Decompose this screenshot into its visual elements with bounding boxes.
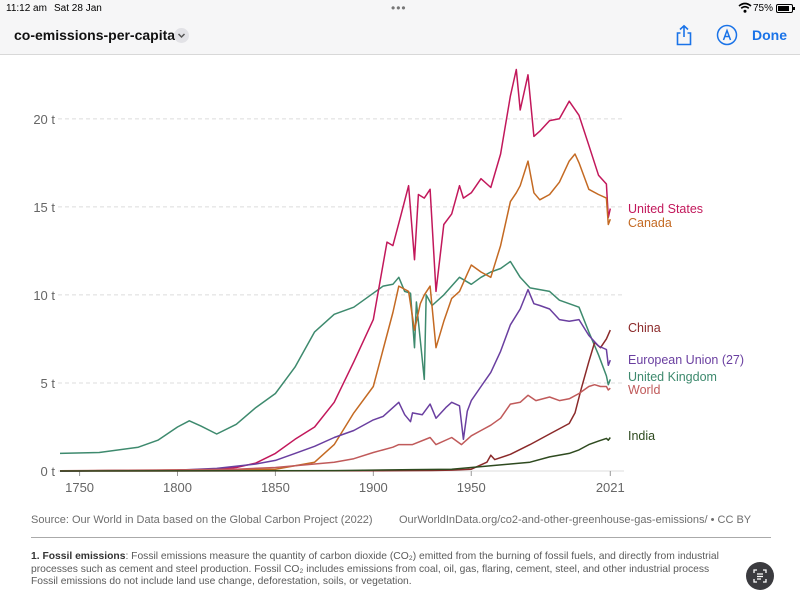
series-line-world [59,383,611,472]
co2-per-capita-chart: 0 t 5 t 10 t 15 t 20 t 1750 1800 1850 1900 1950 20… [33,68,744,495]
x-tick-label: 1950 [457,480,486,495]
series-label-canada: Canada [628,216,672,230]
chevron-down-icon [177,33,186,39]
status-time: 11:12 am [6,3,47,14]
series-label-united-kingdom: United Kingdom [628,370,717,384]
wifi-icon [738,2,752,13]
y-tick-label: 0 t [41,464,56,479]
status-date: Sat 28 Jan [54,3,102,14]
live-text-icon [753,569,767,583]
footnote-line-3: Fossil emissions do not include land use… [31,576,412,587]
series-label-european-union-27: European Union (27) [628,353,744,367]
battery-fill [778,6,790,11]
footnote-line-2: processes such as cement and steel produ… [31,563,710,575]
footnotes: 1. Fossil emissions: Fossil emissions me… [31,551,751,589]
y-tick-label: 10 t [33,288,55,303]
document-title[interactable]: co-emissions-per-capita [14,27,176,43]
series-label-india: India [628,429,655,443]
toolbar: co-emissions-per-capita Done [0,18,800,55]
series-label-united-states: United States [628,202,703,216]
series-label-world: World [628,383,660,397]
series-line-european-union-27 [59,288,612,472]
footnote-line-1: 1. Fossil emissions: Fossil emissions me… [31,551,751,564]
series-line-india [59,437,611,472]
series-line-united-kingdom [59,260,612,455]
x-tick-label: 1800 [163,480,192,495]
footer-divider [31,537,771,538]
x-tick-label: 1850 [261,480,290,495]
markup-icon[interactable] [716,24,738,46]
source-line: Source: Our World in Data based on the G… [31,514,751,526]
title-menu-button[interactable] [174,28,189,43]
y-tick-label: 20 t [33,112,55,127]
multitasking-dots-icon[interactable]: ••• [391,1,407,15]
footnote-text-1: : Fossil emissions measure the quantity … [125,551,719,562]
y-tick-label: 5 t [41,376,56,391]
series-line-canada [59,153,612,472]
source-text: Source: Our World in Data based on the G… [31,514,373,526]
battery-icon [776,4,795,13]
source-url-link[interactable]: OurWorldInData.org/co2-and-other-greenho… [399,514,752,526]
done-button[interactable]: Done [752,27,787,43]
status-bar: 11:12 am Sat 28 Jan ••• 75% [0,0,800,18]
series-line-united-states [59,68,612,472]
battery-percentage: 75% [753,3,774,14]
x-tick-label: 1750 [65,480,94,495]
y-tick-label: 15 t [33,200,55,215]
footnote-label: 1. Fossil emissions [31,551,126,562]
x-tick-label: 2021 [596,480,625,495]
x-tick-label: 1900 [359,480,388,495]
series-label-china: China [628,321,661,335]
share-icon[interactable] [674,24,694,46]
text-recognition-button[interactable] [746,562,774,590]
